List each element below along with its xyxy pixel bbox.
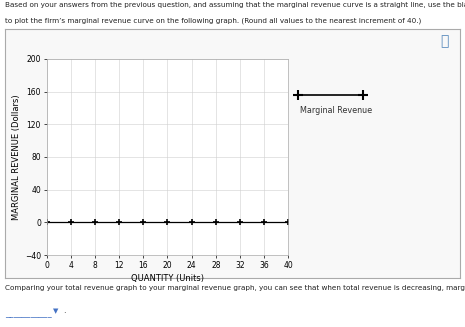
Text: to plot the firm’s marginal revenue curve on the following graph. (Round all val: to plot the firm’s marginal revenue curv… xyxy=(5,18,421,25)
Text: .: . xyxy=(63,306,66,315)
Text: ▼: ▼ xyxy=(53,308,59,314)
X-axis label: QUANTITY (Units): QUANTITY (Units) xyxy=(131,274,204,283)
Text: ⓘ: ⓘ xyxy=(440,34,448,48)
Text: ___________: ___________ xyxy=(5,309,52,318)
Text: Based on your answers from the previous question, and assuming that the marginal: Based on your answers from the previous … xyxy=(5,2,465,8)
Y-axis label: MARGINAL REVENUE (Dollars): MARGINAL REVENUE (Dollars) xyxy=(12,94,20,220)
Text: Comparing your total revenue graph to your marginal revenue graph, you can see t: Comparing your total revenue graph to yo… xyxy=(5,285,465,291)
Text: Marginal Revenue: Marginal Revenue xyxy=(300,106,372,115)
